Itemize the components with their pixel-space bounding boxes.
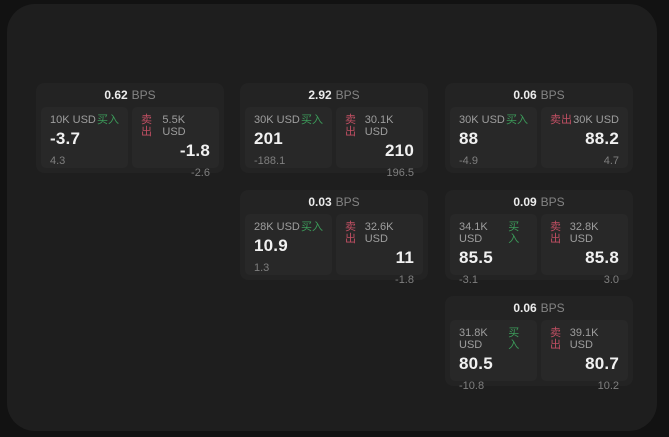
buy-price: 85.5 xyxy=(459,248,493,267)
buy-price: 201 xyxy=(254,129,283,148)
buy-price: 10.9 xyxy=(254,236,288,255)
sell-change: 10.2 xyxy=(597,380,619,392)
bps-value: 0.09 xyxy=(513,195,537,209)
buy-change: -3.1 xyxy=(459,274,478,286)
bps-value: 0.06 xyxy=(513,301,537,315)
quote-card-5: 0.09 BPS 34.1K USD 买入 85.5 -3.1 卖出 32.8K… xyxy=(445,190,633,286)
buy-price: -3.7 xyxy=(50,129,81,148)
sell-notional: 39.1K USD xyxy=(569,327,599,351)
sell-price: 88.2 xyxy=(585,129,619,148)
sell-change: -1.8 xyxy=(395,274,414,286)
quote-card-4: 0.03 BPS 28K USD 买入 10.9 1.3 卖出 32.6K US… xyxy=(240,190,428,286)
quote-card-3: 0.06 BPS 30K USD 买入 88 -4.9 卖出 30K USD 8… xyxy=(445,83,633,173)
buy-notional: 30K USD xyxy=(254,114,300,126)
buy-notional: 28K USD xyxy=(254,221,300,233)
buy-change: -10.8 xyxy=(459,380,485,392)
sell-change: -2.6 xyxy=(191,167,210,179)
buy-side-label: 买入 xyxy=(301,114,323,126)
sell-notional: 30.1K USD xyxy=(364,114,394,138)
bps-unit-label: BPS xyxy=(335,88,360,102)
buy-panel[interactable]: 30K USD 买入 88 -4.9 xyxy=(450,107,537,168)
card-header: 0.03 BPS xyxy=(240,190,428,214)
bps-value: 0.62 xyxy=(104,88,128,102)
buy-notional: 30K USD xyxy=(459,114,505,126)
quote-panels: 30K USD 买入 201 -188.1 卖出 30.1K USD 210 1… xyxy=(240,107,428,179)
buy-panel[interactable]: 28K USD 买入 10.9 1.3 xyxy=(245,214,332,275)
sell-panel[interactable]: 卖出 30.1K USD 210 196.5 xyxy=(336,107,423,179)
sell-price: 11 xyxy=(395,248,414,267)
bps-value: 2.92 xyxy=(308,88,332,102)
card-header: 0.09 BPS xyxy=(445,190,633,214)
sell-notional: 30K USD xyxy=(573,114,619,126)
buy-notional: 34.1K USD xyxy=(459,221,488,245)
buy-change: 1.3 xyxy=(254,262,270,274)
bps-value: 0.03 xyxy=(308,195,332,209)
bps-unit-label: BPS xyxy=(335,195,360,209)
quote-panels: 34.1K USD 买入 85.5 -3.1 卖出 32.8K USD 85.8… xyxy=(445,214,633,286)
bps-unit-label: BPS xyxy=(540,88,565,102)
card-header: 2.92 BPS xyxy=(240,83,428,107)
buy-change: -4.9 xyxy=(459,155,478,167)
quote-panels: 10K USD 买入 -3.7 4.3 卖出 5.5K USD -1.8 -2.… xyxy=(36,107,224,179)
buy-side-label: 买入 xyxy=(508,327,520,351)
sell-side-label: 卖出 xyxy=(345,221,356,245)
buy-panel[interactable]: 31.8K USD 买入 80.5 -10.8 xyxy=(450,320,537,392)
sell-notional: 32.6K USD xyxy=(364,221,394,245)
buy-change: -188.1 xyxy=(254,155,286,167)
quote-panels: 30K USD 买入 88 -4.9 卖出 30K USD 88.2 4.7 xyxy=(445,107,633,173)
sell-side-label: 卖出 xyxy=(550,114,572,126)
sell-panel[interactable]: 卖出 30K USD 88.2 4.7 xyxy=(541,107,628,168)
sell-side-label: 卖出 xyxy=(550,221,561,245)
sell-price: 80.7 xyxy=(585,354,619,373)
quote-card-1: 0.62 BPS 10K USD 买入 -3.7 4.3 卖出 5.5K USD… xyxy=(36,83,224,179)
card-header: 0.06 BPS xyxy=(445,83,633,107)
bps-value: 0.06 xyxy=(513,88,537,102)
quote-card-6: 0.06 BPS 31.8K USD 买入 80.5 -10.8 卖出 39.1… xyxy=(445,296,633,392)
sell-panel[interactable]: 卖出 32.8K USD 85.8 3.0 xyxy=(541,214,628,286)
buy-panel[interactable]: 10K USD 买入 -3.7 4.3 xyxy=(41,107,128,168)
sell-price: 85.8 xyxy=(585,248,619,267)
bps-unit-label: BPS xyxy=(131,88,156,102)
buy-panel[interactable]: 30K USD 买入 201 -188.1 xyxy=(245,107,332,168)
sell-change: 3.0 xyxy=(603,274,619,286)
buy-change: 4.3 xyxy=(50,155,66,167)
sell-side-label: 卖出 xyxy=(345,114,356,138)
sell-price: -1.8 xyxy=(179,141,210,160)
buy-side-label: 买入 xyxy=(301,221,323,233)
sell-price: 210 xyxy=(385,141,414,160)
sell-panel[interactable]: 卖出 32.6K USD 11 -1.8 xyxy=(336,214,423,286)
card-header: 0.62 BPS xyxy=(36,83,224,107)
buy-side-label: 买入 xyxy=(506,114,528,126)
sell-panel[interactable]: 卖出 39.1K USD 80.7 10.2 xyxy=(541,320,628,392)
sell-notional: 5.5K USD xyxy=(162,114,186,138)
buy-side-label: 买入 xyxy=(508,221,520,245)
sell-panel[interactable]: 卖出 5.5K USD -1.8 -2.6 xyxy=(132,107,219,179)
sell-side-label: 卖出 xyxy=(550,327,561,351)
quote-card-2: 2.92 BPS 30K USD 买入 201 -188.1 卖出 30.1K … xyxy=(240,83,428,179)
buy-side-label: 买入 xyxy=(97,114,119,126)
buy-notional: 10K USD xyxy=(50,114,96,126)
buy-price: 88 xyxy=(459,129,479,148)
sell-change: 196.5 xyxy=(386,167,414,179)
buy-price: 80.5 xyxy=(459,354,493,373)
bps-unit-label: BPS xyxy=(540,195,565,209)
buy-panel[interactable]: 34.1K USD 买入 85.5 -3.1 xyxy=(450,214,537,286)
quote-panels: 31.8K USD 买入 80.5 -10.8 卖出 39.1K USD 80.… xyxy=(445,320,633,392)
sell-change: 4.7 xyxy=(603,155,619,167)
bps-unit-label: BPS xyxy=(540,301,565,315)
sell-side-label: 卖出 xyxy=(141,114,152,138)
buy-notional: 31.8K USD xyxy=(459,327,488,351)
sell-notional: 32.8K USD xyxy=(569,221,599,245)
card-header: 0.06 BPS xyxy=(445,296,633,320)
quote-panels: 28K USD 买入 10.9 1.3 卖出 32.6K USD 11 -1.8 xyxy=(240,214,428,286)
